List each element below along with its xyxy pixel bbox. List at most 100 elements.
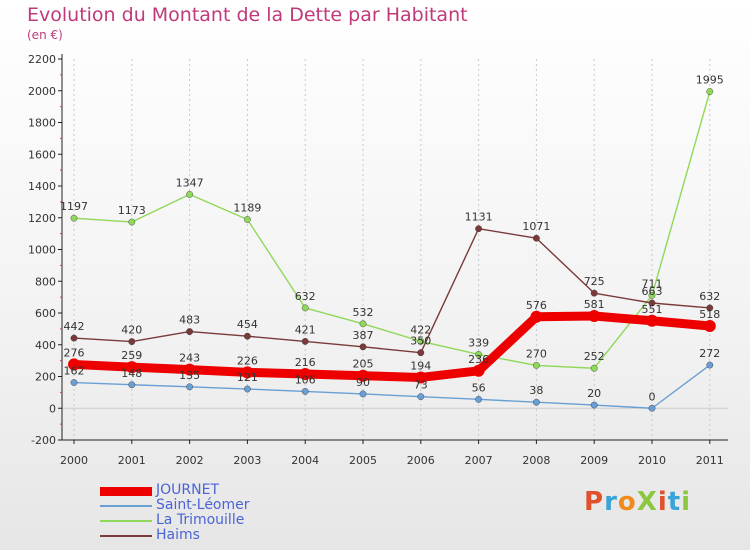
data-label: 1131 — [465, 211, 493, 224]
data-point — [414, 371, 427, 384]
data-label: 0 — [649, 390, 656, 403]
data-point — [301, 338, 309, 345]
data-label: 442 — [64, 320, 85, 333]
data-point — [590, 289, 598, 297]
data-label: 148 — [121, 367, 142, 380]
data-label: 1197 — [60, 200, 88, 213]
legend-swatch — [100, 535, 152, 537]
data-label: 339 — [468, 336, 489, 349]
legend: JOURNET Saint-Léomer La Trimouille Haims — [100, 482, 340, 544]
x-tick-label: 2004 — [291, 454, 319, 467]
x-tick-label: 2007 — [465, 454, 493, 467]
data-label: 1071 — [522, 220, 550, 233]
data-point — [359, 320, 367, 328]
logo-letter: r — [604, 487, 618, 517]
data-point — [68, 358, 80, 371]
data-label: 216 — [295, 356, 316, 369]
data-label: 205 — [353, 358, 374, 371]
data-label: 1995 — [696, 74, 724, 87]
data-label: 350 — [410, 335, 431, 348]
data-point — [646, 314, 658, 327]
data-point — [648, 291, 656, 299]
data-label: 663 — [642, 285, 663, 298]
data-point — [186, 328, 194, 335]
data-point — [417, 393, 425, 401]
data-point — [590, 364, 598, 372]
x-tick-label: 2011 — [696, 454, 724, 467]
x-tick-label: 2003 — [233, 454, 261, 467]
y-tick-label: -200 — [31, 434, 56, 447]
data-label: 518 — [699, 308, 720, 321]
data-point — [590, 401, 598, 409]
legend-label: Saint-Léomer — [156, 497, 250, 513]
y-tick-label: 0 — [49, 402, 56, 415]
x-tick-label: 2000 — [60, 454, 88, 467]
logo-letter: X — [636, 487, 658, 517]
x-tick-label: 2002 — [176, 454, 204, 467]
data-label: 276 — [64, 346, 85, 359]
legend-item: Haims — [100, 527, 340, 544]
data-point — [70, 334, 78, 342]
series-line-1 — [73, 364, 711, 409]
y-tick-label: 1200 — [28, 212, 56, 225]
series-line-2 — [73, 90, 711, 369]
x-tick-label: 2009 — [580, 454, 608, 467]
y-tick-label: 400 — [35, 339, 56, 352]
y-tick-label: 600 — [35, 307, 56, 320]
y-tick-label: 800 — [35, 275, 56, 288]
data-label: 121 — [237, 371, 258, 384]
data-point — [241, 366, 254, 379]
data-label: 483 — [179, 314, 200, 327]
data-point — [183, 363, 196, 376]
y-tick-label: 1400 — [28, 180, 56, 193]
data-label: 272 — [699, 347, 720, 360]
data-label: 422 — [410, 323, 431, 336]
data-point — [186, 383, 194, 391]
proxiti-logo: ProXiti — [584, 487, 691, 517]
data-label: 632 — [295, 290, 316, 303]
data-label: 711 — [642, 277, 663, 290]
data-point — [301, 304, 309, 312]
data-label: 387 — [353, 329, 374, 342]
x-tick-label: 2006 — [407, 454, 435, 467]
legend-swatch — [100, 486, 152, 496]
data-point — [475, 395, 482, 403]
legend-label: JOURNET — [156, 482, 219, 498]
chart-unit: (en €) — [27, 28, 63, 42]
data-point — [359, 343, 367, 351]
data-point — [243, 332, 251, 340]
legend-label: Haims — [156, 527, 200, 543]
data-label: 270 — [526, 347, 547, 360]
data-point — [70, 214, 78, 222]
data-label: 725 — [584, 275, 605, 288]
data-point — [648, 299, 656, 307]
data-label: 1173 — [118, 204, 146, 217]
y-tick-label: 1000 — [28, 244, 56, 257]
data-point — [128, 218, 136, 226]
data-point — [70, 379, 78, 386]
chart-title: Evolution du Montant de la Dette par Hab… — [27, 4, 468, 26]
logo-letter: t — [667, 487, 682, 517]
data-label: 420 — [121, 324, 142, 337]
data-point — [703, 320, 716, 333]
data-point — [706, 304, 714, 312]
data-label: 20 — [587, 387, 601, 400]
data-point — [533, 234, 540, 242]
data-point — [243, 385, 251, 393]
data-label: 454 — [237, 318, 258, 331]
data-point — [128, 381, 136, 389]
data-point — [533, 361, 540, 369]
data-point — [417, 337, 425, 345]
y-tick-label: 1600 — [28, 148, 56, 161]
data-point — [301, 388, 309, 395]
logo-letter: i — [681, 487, 692, 517]
y-tick-label: 2200 — [28, 53, 56, 66]
logo-letter: i — [657, 487, 668, 517]
data-label: 56 — [472, 381, 486, 394]
logo-letter: P — [584, 487, 605, 517]
data-point — [648, 404, 656, 412]
data-label: 532 — [353, 306, 374, 319]
x-tick-label: 2010 — [638, 454, 666, 467]
